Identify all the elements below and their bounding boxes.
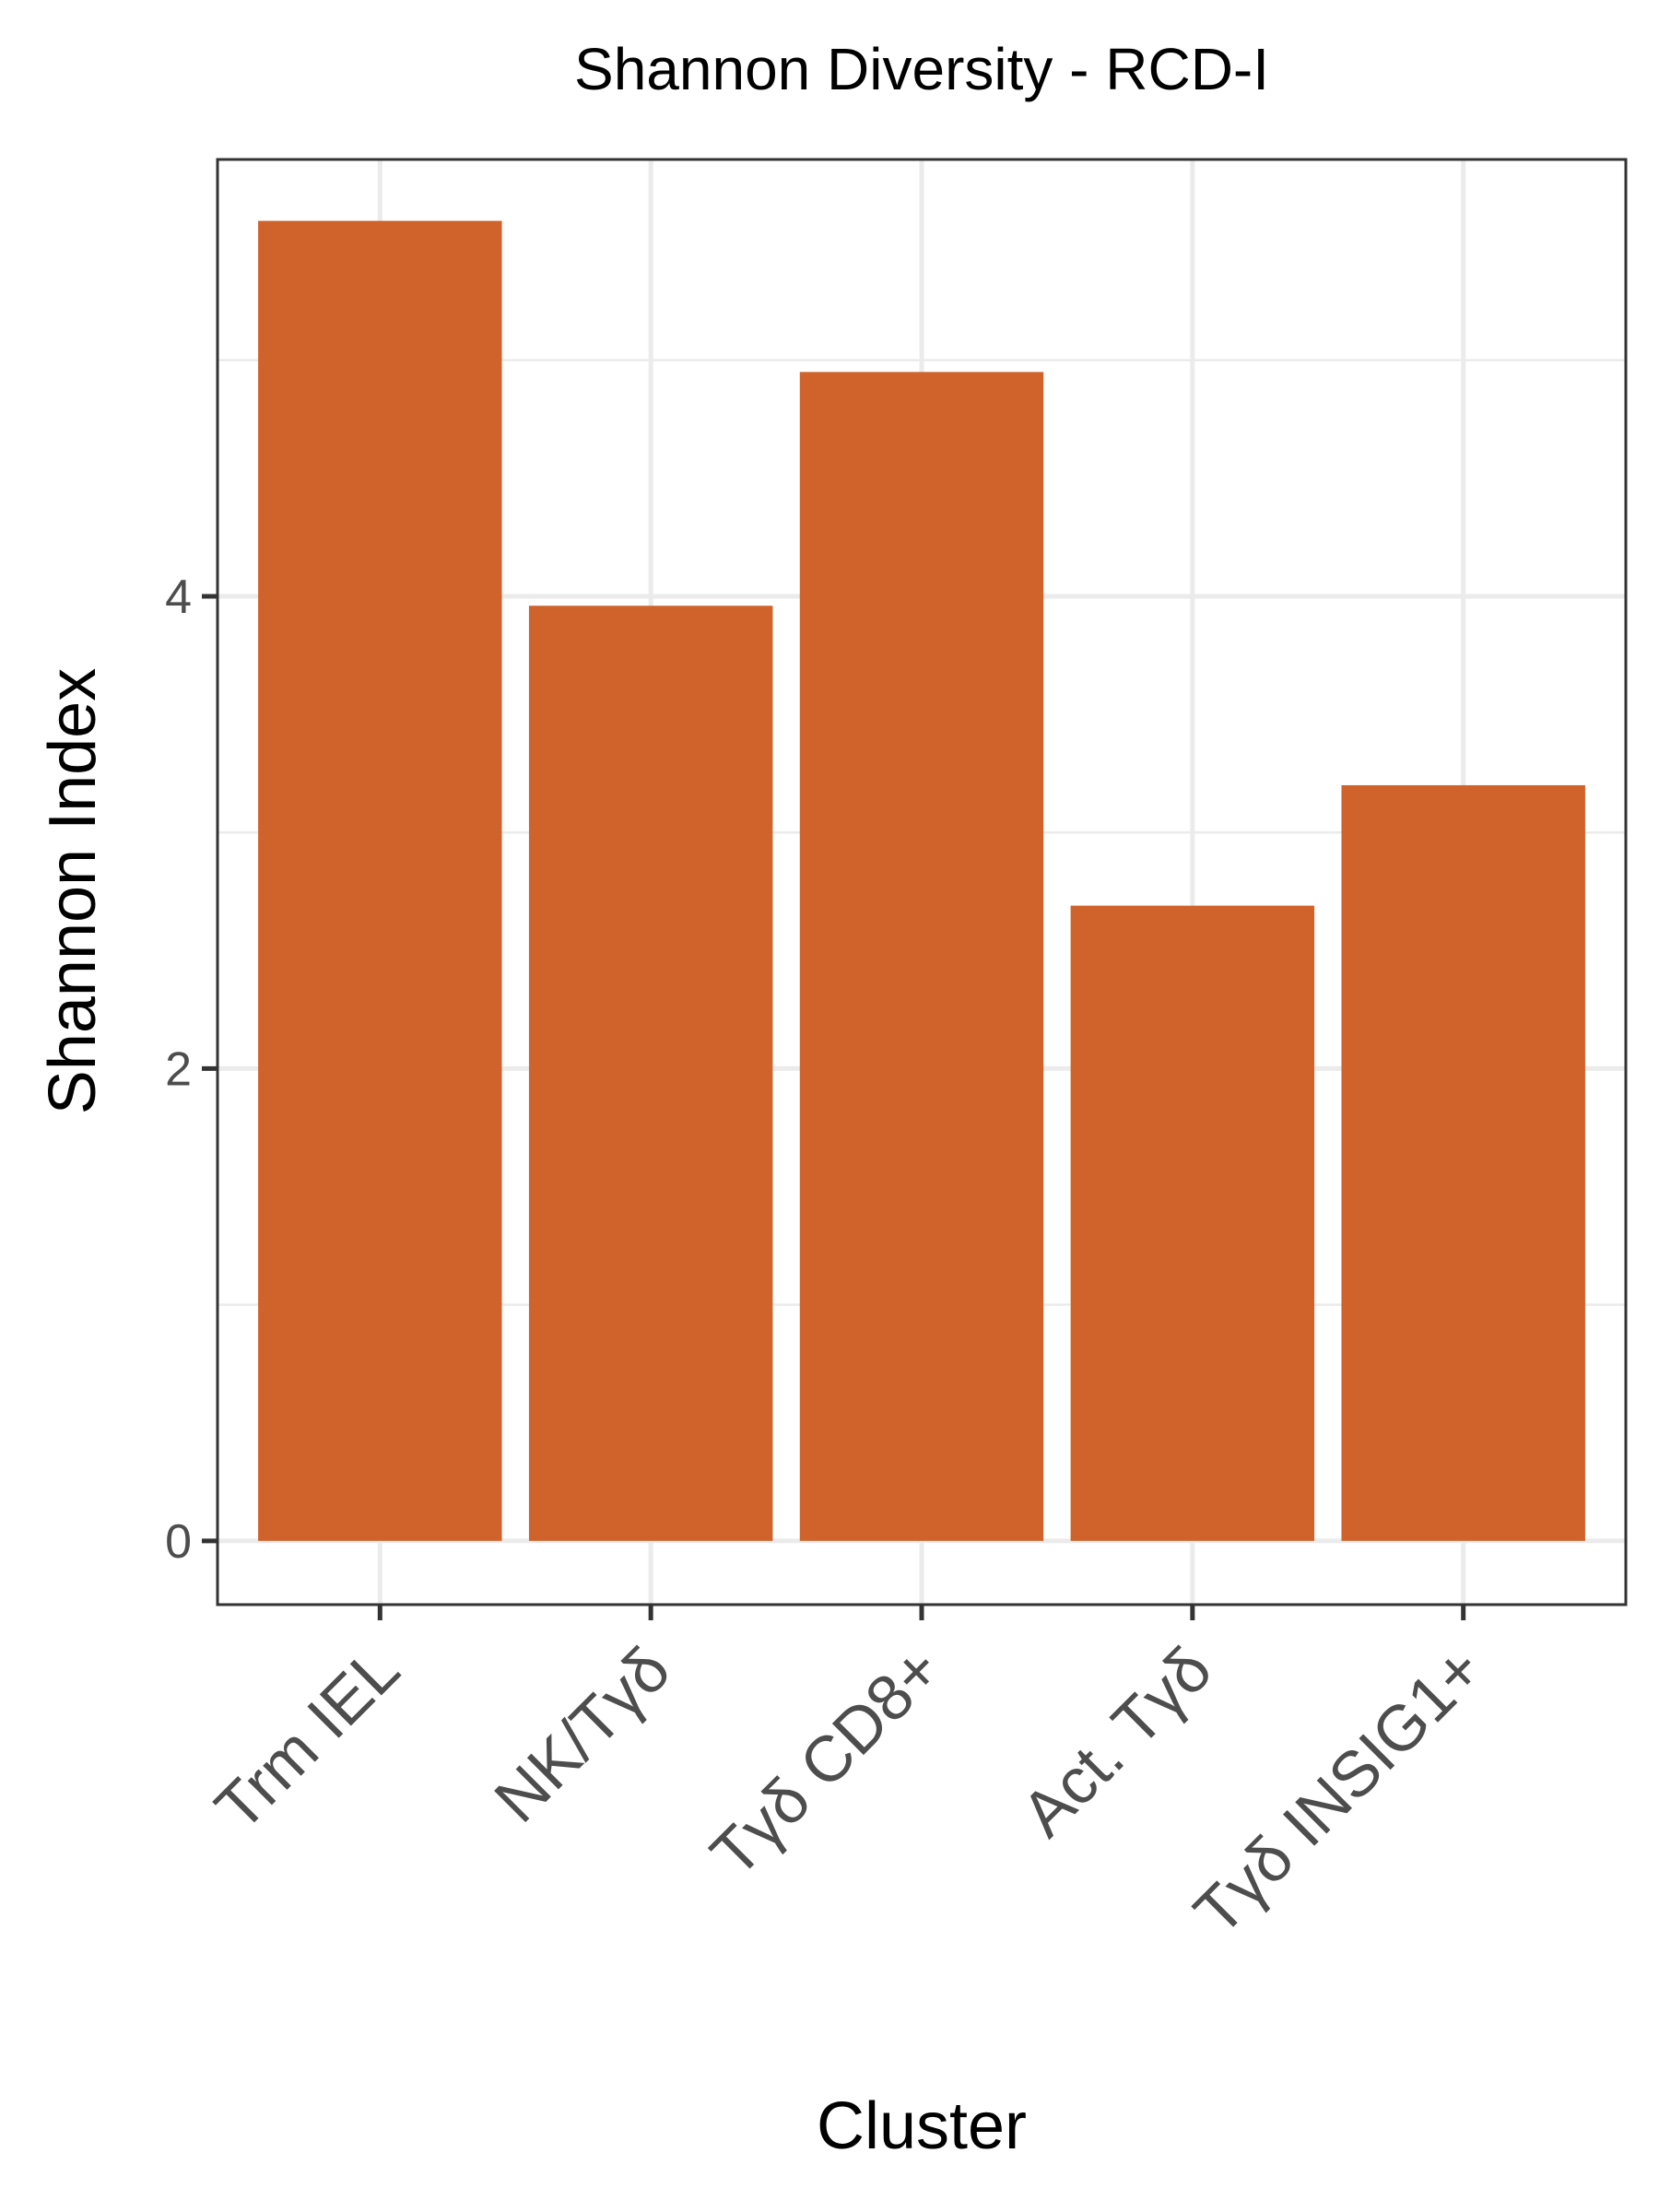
bar (528, 606, 773, 1541)
y-tick-label: 4 (165, 571, 192, 624)
bars (258, 220, 1585, 1541)
y-axis-title: Shannon Index (36, 668, 110, 1114)
bar (1070, 905, 1315, 1541)
bar (799, 371, 1044, 1541)
y-tick-label: 2 (165, 1042, 192, 1096)
y-axis: 0 2 4 (165, 571, 218, 1569)
bar (258, 220, 502, 1541)
y-tick-label: 0 (165, 1515, 192, 1569)
chart-title: Shannon Diversity - RCD-I (574, 36, 1269, 102)
bar (1341, 784, 1585, 1541)
x-axis-title: Cluster (817, 2089, 1027, 2163)
